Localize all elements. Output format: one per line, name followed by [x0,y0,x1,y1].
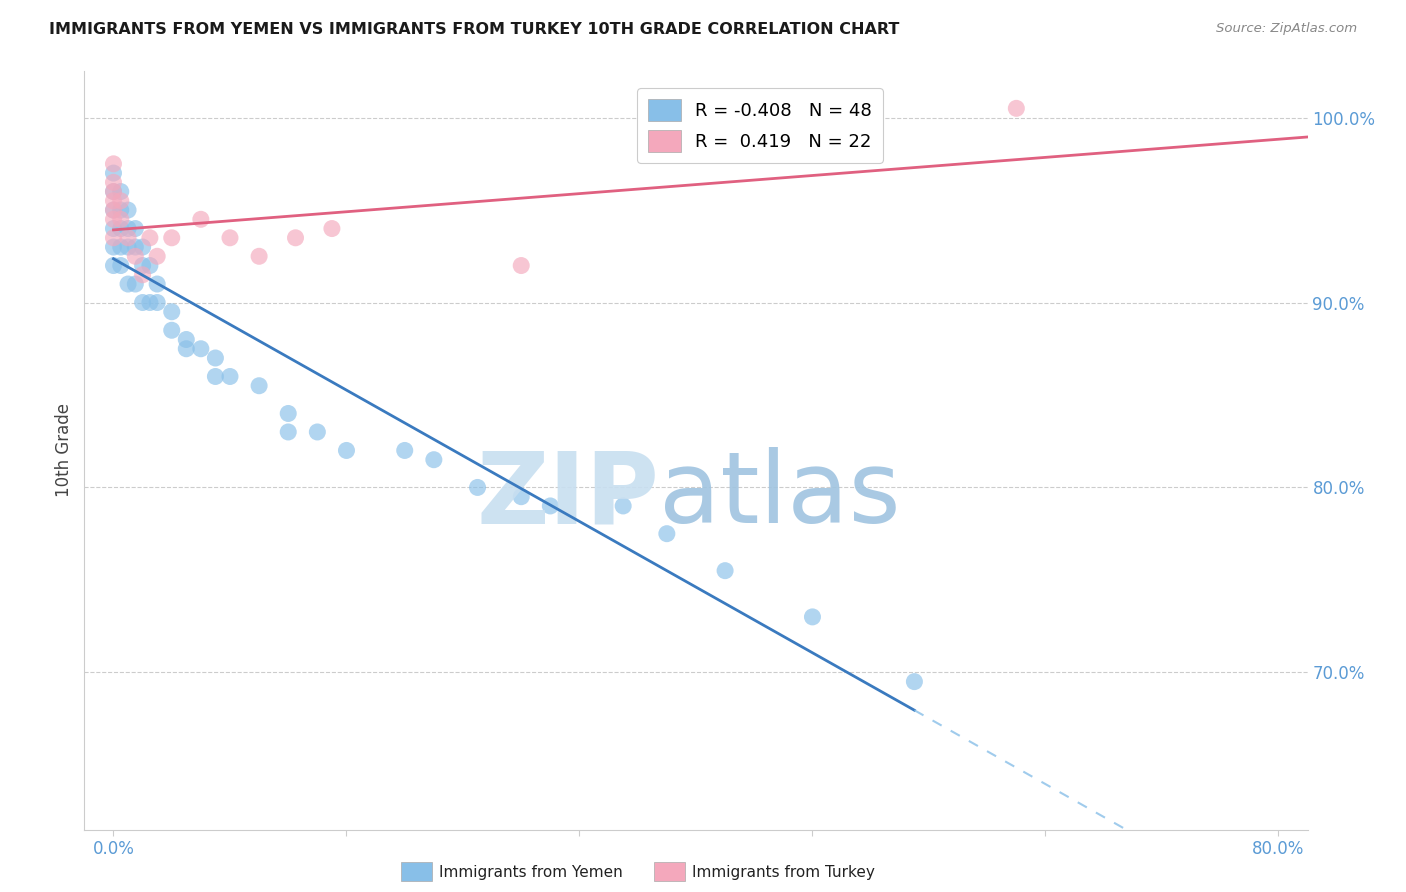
Point [117,231,139,245]
Point [219,231,242,245]
Text: IMMIGRANTS FROM YEMEN VS IMMIGRANTS FROM TURKEY 10TH GRADE CORRELATION CHART: IMMIGRANTS FROM YEMEN VS IMMIGRANTS FROM… [49,22,900,37]
Point [714,564,737,578]
Point [103,175,125,189]
Point [146,249,169,263]
Point [219,369,242,384]
Point [139,231,162,245]
Point [124,221,146,235]
Point [655,526,678,541]
Point [146,295,169,310]
Text: Source: ZipAtlas.com: Source: ZipAtlas.com [1216,22,1357,36]
Point [131,240,153,254]
Point [103,185,125,199]
Point [110,185,132,199]
Point [510,490,533,504]
Point [117,277,139,291]
Point [284,231,307,245]
Point [277,407,299,421]
Point [174,342,197,356]
Point [160,305,183,319]
Point [103,166,125,180]
Point [103,231,125,245]
Point [190,212,212,227]
Point [139,259,162,273]
Point [321,221,343,235]
Point [247,378,270,392]
Y-axis label: 10th Grade: 10th Grade [55,403,73,498]
Text: atlas: atlas [659,448,901,544]
Point [510,259,533,273]
Point [110,221,132,235]
Point [204,351,226,365]
Point [131,295,153,310]
Point [146,277,169,291]
Point [103,185,125,199]
Point [131,259,153,273]
Point [394,443,416,458]
Point [110,240,132,254]
Text: Immigrants from Turkey: Immigrants from Turkey [692,865,875,880]
Point [103,221,125,235]
Point [117,240,139,254]
Point [423,452,446,467]
Point [117,221,139,235]
Point [801,610,824,624]
Point [103,240,125,254]
Point [131,268,153,282]
Point [277,425,299,439]
Point [612,499,634,513]
Point [903,674,925,689]
Point [174,333,197,347]
Point [103,194,125,208]
Point [307,425,329,439]
Point [160,323,183,337]
Point [139,295,162,310]
Point [124,249,146,263]
Point [110,259,132,273]
Point [117,202,139,217]
Text: Immigrants from Yemen: Immigrants from Yemen [439,865,623,880]
Point [124,240,146,254]
Point [110,212,132,227]
Legend: R = -0.408   N = 48, R =  0.419   N = 22: R = -0.408 N = 48, R = 0.419 N = 22 [637,88,883,162]
Point [103,259,125,273]
Point [204,369,226,384]
Point [335,443,357,458]
Point [103,212,125,227]
Point [124,277,146,291]
Point [110,194,132,208]
Point [247,249,270,263]
Point [160,231,183,245]
Point [1005,101,1028,115]
Point [467,480,489,494]
Point [110,202,132,217]
Point [103,202,125,217]
Point [103,157,125,171]
Point [538,499,561,513]
Point [103,202,125,217]
Text: ZIP: ZIP [477,448,659,544]
Point [190,342,212,356]
